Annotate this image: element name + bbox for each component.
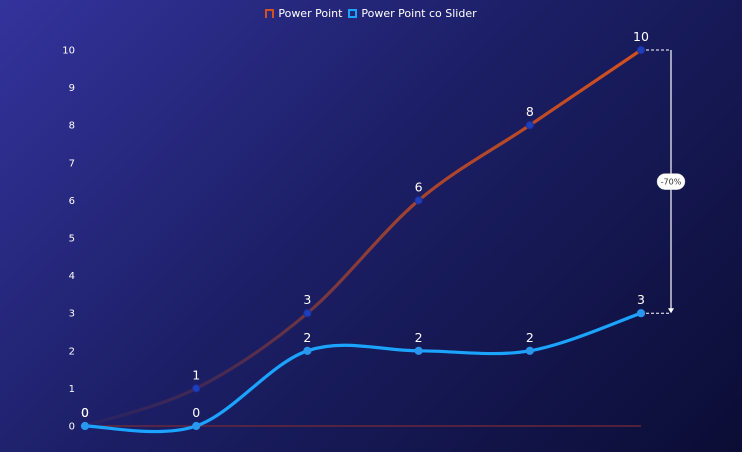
series-layer <box>83 48 643 434</box>
annotation-arrowhead <box>668 308 674 314</box>
y-axis: 0 1 2 3 4 5 6 7 8 9 10 <box>62 46 75 433</box>
data-label-s0-1: 1 <box>192 367 200 382</box>
annotation-label: -70% <box>661 178 682 187</box>
data-label-s1-4: 2 <box>526 330 534 345</box>
point-s0-2 <box>303 309 312 318</box>
y-tick-label-5: 5 <box>69 234 75 245</box>
point-s1-3 <box>414 346 423 355</box>
y-tick-label-10: 10 <box>62 46 75 57</box>
legend-swatch-power-point <box>265 9 275 18</box>
point-s1-1 <box>192 421 201 431</box>
y-tick-label-6: 6 <box>69 196 75 207</box>
data-label-s1-2: 2 <box>303 330 311 345</box>
annotation-badge <box>656 173 686 190</box>
legend-label-power-point-slider: Power Point co Slider <box>361 7 477 20</box>
legend-item-power-point[interactable]: Power Point <box>265 7 342 20</box>
y-tick-label-1: 1 <box>69 384 75 395</box>
point-s0-1 <box>192 384 201 393</box>
series-line-1 <box>83 311 643 434</box>
y-tick-label-8: 8 <box>69 121 75 132</box>
data-label-s0-3: 6 <box>415 179 423 194</box>
data-label-s0-5: 10 <box>633 29 649 44</box>
y-tick-label-3: 3 <box>69 309 75 320</box>
legend-swatch-power-point-slider <box>348 9 358 18</box>
legend: Power Point Power Point co Slider <box>0 7 742 20</box>
y-tick-label-9: 9 <box>69 83 75 94</box>
point-s1-2 <box>303 346 312 355</box>
point-s0-4 <box>525 121 534 130</box>
data-label-s1-3: 2 <box>415 330 423 345</box>
point-s0-3 <box>414 196 423 205</box>
data-label-s0-4: 8 <box>526 104 534 119</box>
legend-item-power-point-slider[interactable]: Power Point co Slider <box>348 7 477 20</box>
difference-annotation: -70% <box>646 49 686 314</box>
data-label-s0-0: 0 <box>81 405 89 420</box>
markers-layer <box>80 45 646 431</box>
y-tick-label-7: 7 <box>69 158 75 169</box>
data-label-s1-5: 3 <box>637 292 645 307</box>
point-s1-4 <box>525 346 534 355</box>
y-tick-label-2: 2 <box>69 346 75 357</box>
data-label-s1-0: 0 <box>81 405 89 420</box>
data-label-s1-1: 0 <box>192 405 200 420</box>
point-s0-5 <box>636 45 646 55</box>
point-s1-0 <box>80 421 90 431</box>
legend-label-power-point: Power Point <box>278 7 343 20</box>
series-line-0 <box>83 48 643 428</box>
data-label-s0-2: 3 <box>303 292 311 307</box>
y-tick-label-0: 0 <box>69 422 75 433</box>
y-tick-label-4: 4 <box>69 271 75 282</box>
point-s1-5 <box>636 309 646 318</box>
